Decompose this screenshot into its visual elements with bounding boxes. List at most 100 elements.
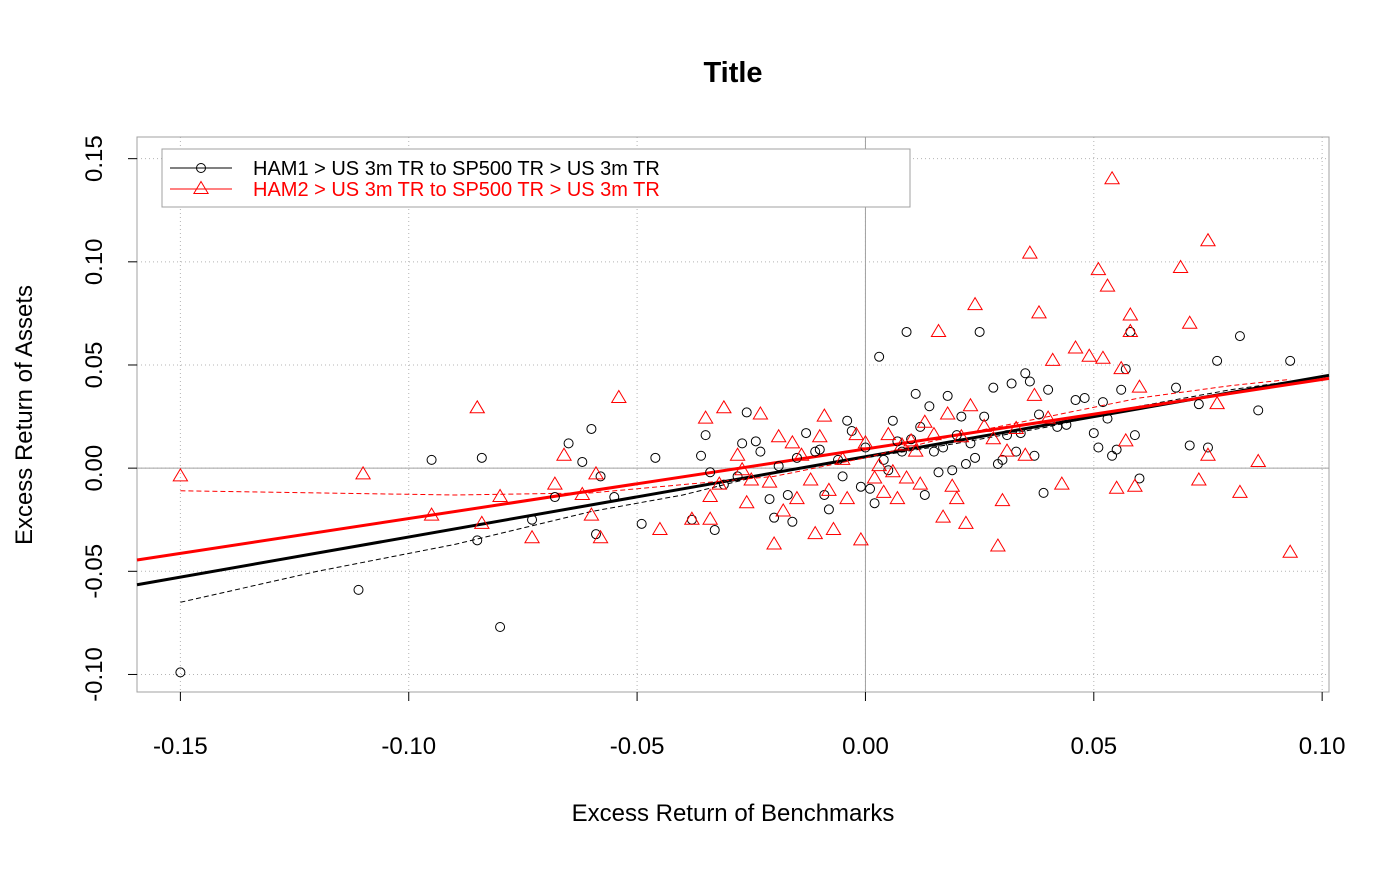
data-point-triangle	[999, 443, 1016, 457]
data-point-triangle	[930, 323, 947, 337]
y-tick-label: 0.10	[81, 238, 108, 285]
data-point-triangle	[848, 426, 865, 441]
data-point-triangle	[172, 467, 189, 482]
x-axis-label: Excess Return of Benchmarks	[572, 800, 895, 827]
data-point-triangle	[976, 418, 993, 432]
data-point-triangle	[925, 426, 942, 441]
data-point-circle	[965, 438, 976, 449]
data-point-circle	[801, 428, 812, 439]
data-point-triangle	[556, 447, 573, 461]
data-point-circle	[563, 438, 574, 449]
data-point-triangle	[912, 476, 929, 490]
data-point-triangle	[1199, 232, 1216, 247]
data-point-circle	[1070, 395, 1081, 406]
data-point-triangle	[807, 525, 824, 540]
data-point-circle	[1079, 392, 1090, 403]
data-point-circle	[700, 430, 711, 441]
data-point-triangle	[989, 538, 1006, 552]
data-point-triangle	[1282, 544, 1299, 558]
data-point-circle	[426, 454, 437, 465]
data-point-circle	[476, 452, 487, 463]
data-point-triangle	[866, 469, 883, 484]
data-point-circle	[901, 326, 912, 337]
data-point-triangle	[524, 529, 541, 544]
data-point-triangle	[1122, 323, 1139, 337]
data-point-triangle	[962, 397, 979, 412]
data-point-triangle	[898, 469, 915, 484]
data-point-triangle	[423, 507, 440, 521]
x-tick-label: 0.05	[1070, 733, 1117, 760]
data-point-circle	[1024, 376, 1035, 387]
data-point-circle	[837, 471, 848, 482]
data-point-triangle	[820, 482, 837, 496]
data-point-triangle	[1030, 304, 1047, 319]
data-point-circle	[1102, 413, 1113, 424]
legend-marker-circle	[196, 163, 206, 173]
data-point-triangle	[875, 484, 892, 498]
data-point-triangle	[469, 399, 486, 414]
data-point-circle	[842, 415, 853, 426]
x-tick-label: -0.10	[381, 733, 436, 760]
data-point-circle	[1253, 405, 1264, 416]
data-point-triangle	[839, 490, 856, 505]
data-point-circle	[997, 454, 1008, 465]
data-point-circle	[1052, 421, 1063, 432]
data-point-triangle	[1131, 379, 1148, 393]
grid	[137, 137, 1329, 692]
data-point-circle	[709, 525, 720, 536]
data-point-triangle	[944, 478, 961, 492]
y-axis-label: Excess Return of Assets	[11, 285, 38, 545]
data-point-circle	[1020, 368, 1031, 379]
data-point-circle	[705, 467, 716, 478]
data-point-triangle	[697, 410, 714, 424]
data-point-circle	[855, 481, 866, 492]
data-point-triangle	[953, 428, 970, 443]
data-point-circle	[1006, 378, 1017, 389]
data-point-circle	[769, 512, 780, 523]
y-axis: -0.10 -0.05 0.00 0.05 0.10 0.15	[81, 135, 137, 702]
data-point-triangle	[889, 490, 906, 505]
data-point-triangle	[1099, 278, 1116, 292]
data-point-circle	[928, 446, 939, 457]
data-point-triangle	[592, 529, 609, 544]
data-point-triangle	[1231, 484, 1248, 498]
data-point-circle	[586, 423, 597, 434]
data-point-triangle	[1172, 259, 1189, 274]
data-point-circle	[988, 382, 999, 393]
data-point-circle	[1212, 355, 1223, 366]
data-point-circle	[979, 411, 990, 422]
data-point-triangle	[770, 428, 787, 443]
data-point-triangle	[985, 430, 1002, 445]
data-point-triangle	[473, 515, 490, 529]
y-tick-label: 0.05	[81, 342, 108, 389]
data-point-triangle	[871, 457, 888, 472]
data-point-triangle	[793, 447, 810, 461]
data-point-triangle	[1199, 447, 1216, 461]
data-point-circle	[750, 436, 761, 447]
data-point-triangle	[957, 515, 974, 529]
data-point-triangle	[355, 465, 372, 480]
data-point-circle	[1184, 440, 1195, 451]
data-point-circle	[636, 518, 647, 529]
data-point-circle	[960, 459, 971, 470]
data-point-circle	[737, 438, 748, 449]
data-point-triangle	[1044, 352, 1061, 366]
data-point-triangle	[1017, 447, 1034, 461]
x-tick-label: 0.10	[1299, 733, 1346, 760]
regression-line	[136, 376, 1330, 562]
data-point-circle	[1033, 409, 1044, 420]
data-point-triangle	[546, 476, 563, 490]
data-point-circle	[650, 452, 661, 463]
data-point-circle	[919, 489, 930, 500]
data-point-triangle	[734, 461, 751, 476]
data-point-triangle	[852, 531, 869, 546]
smooth-line	[180, 378, 1291, 496]
data-point-circle	[947, 465, 958, 476]
data-point-triangle	[775, 502, 792, 517]
data-point-circle	[1043, 384, 1054, 395]
data-point-circle	[896, 446, 907, 457]
data-point-circle	[527, 514, 538, 525]
zero-reference-lines	[137, 137, 1329, 692]
data-point-circle	[1061, 419, 1072, 430]
